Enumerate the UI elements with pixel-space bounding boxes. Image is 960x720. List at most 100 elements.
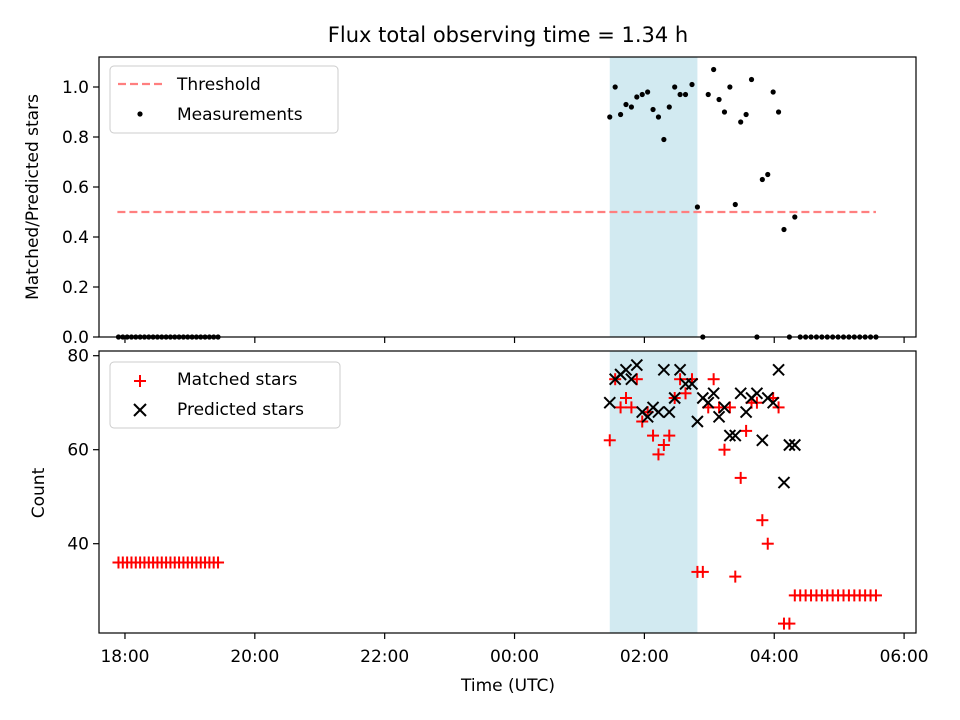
count-panel: 40 60 80 18:00 20:00 22:00 00:00 02:00 04:00 06:0… [29,347,929,696]
y-tick-label: 1.0 [62,78,89,98]
predicted-star-point [734,387,747,400]
matched-star-point [729,570,742,583]
count-y-axis-label: Count [29,467,49,518]
measurement-point [677,91,683,98]
measurement-point [645,89,651,95]
predicted-star-point [712,410,726,424]
shaded-span-rect [609,57,698,337]
ratio-legend: Threshold Measurements [109,65,339,134]
measurement-point [748,76,755,83]
count-series [112,358,882,630]
predicted-stars-legend-label: Predicted stars [177,400,304,420]
count-axes: 40 60 80 18:00 20:00 22:00 00:00 02:00 04:00 06:0… [67,347,928,667]
predicted-star-point [652,405,665,419]
matched-star-point [663,429,676,442]
matched-star-point [740,424,753,437]
y-tick-label: 0.8 [62,128,89,148]
measurement-point [759,176,765,183]
measurement-point [639,91,645,98]
measurement-point [711,66,717,73]
predicted-star-point [673,363,687,377]
matched-star-point [734,471,747,484]
measurement-point [628,104,635,110]
measurement-point [623,101,629,108]
predicted-star-point [729,429,742,442]
predicted-star-point [750,387,764,400]
x-axis-label: Time (UTC) [460,676,555,696]
measurement-point [694,204,701,210]
predicted-star-point [625,372,638,386]
matched-star-point [652,448,665,461]
count-legend-box [109,361,341,429]
x-tick-label: 06:00 [880,647,929,667]
measurements-series [115,66,879,340]
measurement-point [732,201,738,208]
y-tick-label: 80 [67,347,89,367]
predicted-star-point [723,429,737,442]
measurement-point [721,109,728,115]
measurement-point [612,84,618,90]
matched-star-point [707,373,720,386]
y-tick-label: 0.0 [62,328,89,348]
matched-star-point [657,439,670,451]
predicted-star-point [772,363,785,377]
predicted-star-point [788,438,802,452]
matched-stars-legend-swatch [134,375,146,387]
measurement-point [666,104,672,110]
predicted-star-point [766,396,780,409]
predicted-star-point [756,434,769,447]
matched-star-point [614,401,627,414]
measurement-point [634,94,640,100]
predicted-star-point [630,358,644,372]
ratio-legend-box [109,65,339,134]
measurement-point [672,84,678,90]
x-tick-label: 04:00 [750,647,799,667]
matched-star-point [619,392,632,404]
measurement-point [775,109,782,115]
measurement-point [661,136,667,143]
measurement-point [607,114,613,120]
axes-frame [98,350,917,634]
matched-star-point [696,565,709,578]
predicted-star-point [663,405,676,419]
predicted-star-point [619,363,633,377]
measurement-point [682,91,689,98]
measurements-legend-label: Measurements [177,105,303,125]
matched-star-point [756,514,769,527]
y-tick-label: 60 [67,441,89,461]
matched-star-point [679,387,692,400]
matched-star-point [869,589,882,602]
observing-window-span [609,57,698,337]
predicted-star-point [641,410,654,424]
measurement-point [792,214,798,220]
predicted-star-point [603,396,616,409]
matched-star-point [625,401,638,414]
matched-star-point [783,617,796,630]
predicted-star-point [777,476,791,489]
x-tick-label: 18:00 [100,647,149,667]
measurement-point [650,106,656,113]
y-tick-label: 0.2 [62,278,89,298]
predicted-star-point [657,363,671,377]
x-tick-label: 00:00 [490,647,539,667]
ratio-axes: 0.0 0.2 0.4 0.6 0.8 1.0 [62,56,917,348]
x-tick-label: 22:00 [360,647,409,667]
matched-star-point [718,443,731,456]
predicted-star-point [691,415,704,428]
y-tick-label: 0.4 [62,228,89,248]
matched-stars-legend-label: Matched stars [177,370,297,390]
predicted-star-point [739,405,753,419]
x-tick-label: 20:00 [230,647,279,667]
axes-frame [98,56,917,338]
matched-star-point [647,429,660,442]
measurement-point [705,91,711,98]
threshold-legend-label: Threshold [176,75,261,95]
count-legend: Matched stars Predicted stars [109,361,341,429]
measurement-point [738,119,744,125]
x-tick-label: 02:00 [620,647,669,667]
predicted-star-point [783,438,796,452]
measurement-point [743,111,749,118]
matched-star-point [761,537,774,550]
measurement-point [716,96,722,103]
